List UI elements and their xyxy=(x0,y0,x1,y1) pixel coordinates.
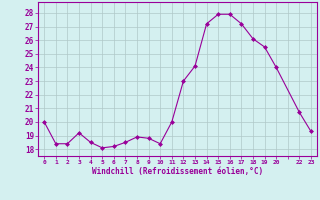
X-axis label: Windchill (Refroidissement éolien,°C): Windchill (Refroidissement éolien,°C) xyxy=(92,167,263,176)
